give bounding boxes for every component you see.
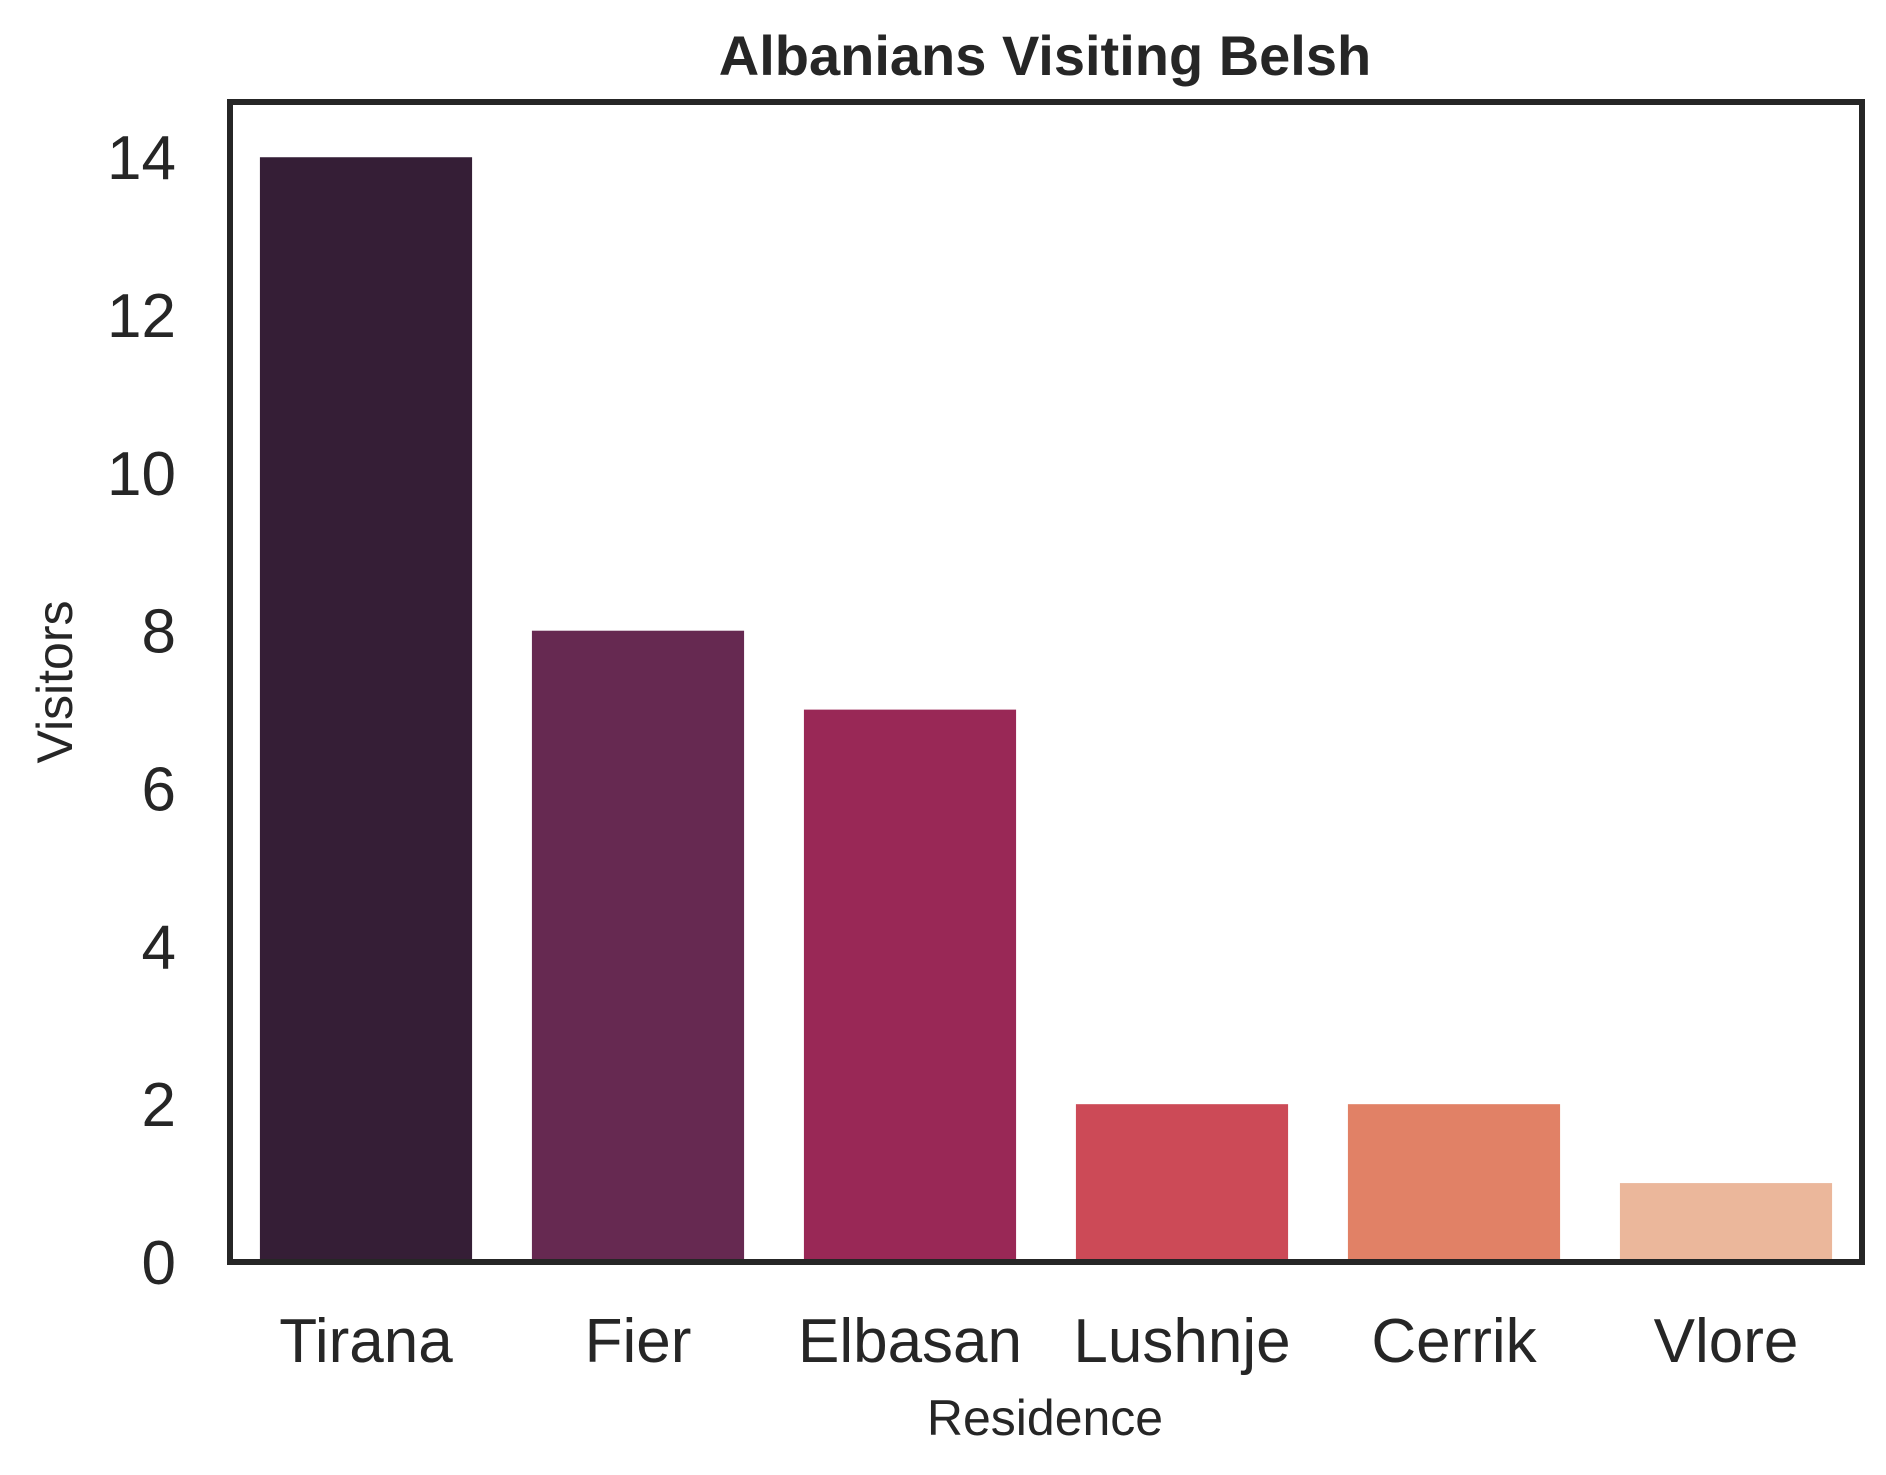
y-tick-label-14: 14 (107, 124, 176, 193)
bar-elbasan (803, 709, 1017, 1262)
x-tick-label-tirana: Tirana (279, 1307, 453, 1376)
y-tick-labels: 0 2 4 6 8 10 12 14 (107, 124, 176, 1298)
plot-frame (227, 99, 1865, 1265)
bar-vlore (1619, 1183, 1833, 1262)
y-axis-label: Visitors (27, 600, 83, 763)
y-tick-label-6: 6 (142, 756, 176, 825)
y-tick-label-8: 8 (142, 598, 176, 667)
x-tick-label-lushnje: Lushnje (1073, 1307, 1290, 1376)
x-tick-label-vlore: Vlore (1654, 1307, 1799, 1376)
x-tick-label-elbasan: Elbasan (798, 1307, 1022, 1376)
bar-cerrik (1347, 1104, 1561, 1262)
x-tick-label-fier: Fier (585, 1307, 692, 1376)
y-tick-label-4: 4 (142, 913, 176, 982)
x-axis-label: Residence (927, 1390, 1163, 1446)
y-tick-label-2: 2 (142, 1071, 176, 1140)
y-tick-label-0: 0 (142, 1229, 176, 1298)
bar-tirana (259, 157, 473, 1263)
y-tick-label-10: 10 (107, 440, 176, 509)
bars-group (259, 157, 1833, 1263)
x-tick-label-cerrik: Cerrik (1371, 1307, 1537, 1376)
y-tick-label-12: 12 (107, 282, 176, 351)
x-tick-labels: Tirana Fier Elbasan Lushnje Cerrik Vlore (279, 1307, 1798, 1376)
chart-title: Albanians Visiting Belsh (719, 24, 1371, 87)
bar-fier (531, 630, 745, 1262)
bar-lushnje (1075, 1104, 1289, 1262)
